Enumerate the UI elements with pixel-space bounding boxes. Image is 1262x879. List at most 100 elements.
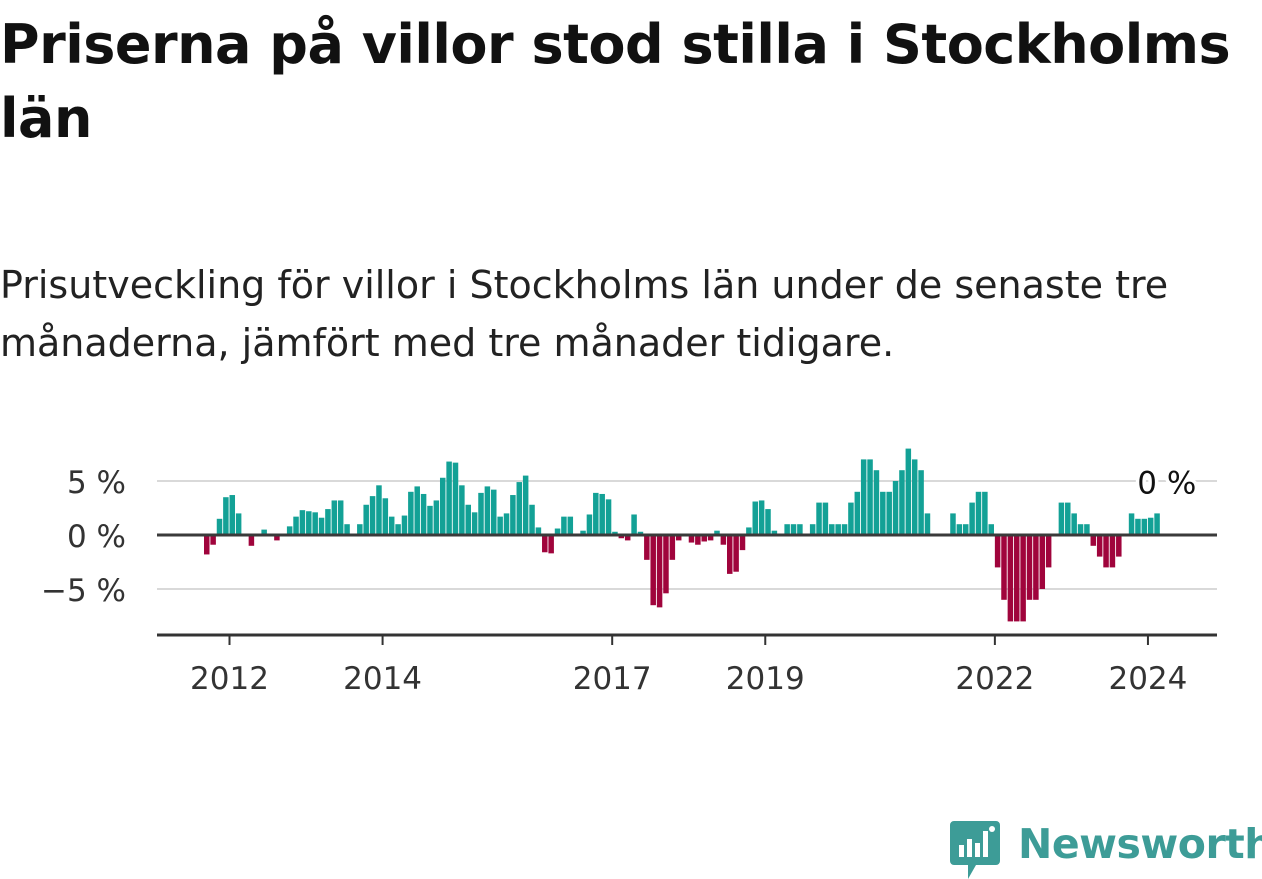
bar-positive [956, 524, 963, 535]
bar-positive [1147, 517, 1154, 535]
bar-positive [408, 491, 414, 535]
bar-positive [860, 459, 867, 535]
x-tick-label: 2017 [573, 661, 652, 697]
bar-positive [867, 459, 873, 535]
bar-positive [535, 527, 542, 535]
bar-positive [491, 489, 497, 535]
bar-positive [975, 491, 982, 535]
bar-negative [695, 535, 701, 545]
bar-negative [994, 535, 1001, 568]
bar-positive [331, 500, 338, 535]
bar-negative [1007, 535, 1014, 622]
bar-positive [388, 516, 395, 535]
bar-positive [516, 482, 523, 535]
bar-negative [248, 535, 255, 546]
bar-positive [529, 504, 535, 535]
bar-positive [293, 516, 299, 535]
x-tick-label: 2022 [955, 661, 1034, 697]
bar-positive [752, 501, 759, 535]
bar-positive [1141, 518, 1148, 535]
bar-negative [274, 535, 280, 541]
bar-positive [905, 448, 912, 535]
bar-positive [229, 495, 236, 535]
bar-positive [631, 514, 637, 535]
bar-negative [656, 535, 663, 608]
bar-positive [880, 491, 886, 535]
bar-positive [816, 502, 822, 535]
bar-positive [325, 509, 331, 535]
bar-positive [235, 513, 242, 535]
bar-chart: 5 % 0 % −5 % 2012 2014 2017 2019 2022 2024 0 % [41, 448, 1217, 697]
bar-positive [714, 530, 720, 535]
bar-positive [771, 530, 778, 535]
bar-negative [675, 535, 682, 541]
bar-negative [542, 535, 548, 553]
bar-positive [605, 499, 612, 535]
bar-positive [503, 513, 510, 535]
bar-positive [1065, 502, 1071, 535]
bar-negative [204, 535, 210, 555]
bar-positive [1135, 518, 1141, 535]
bar-positive [873, 470, 880, 535]
bar-positive [427, 505, 433, 535]
bar-positive [561, 516, 567, 535]
bar-negative [650, 535, 656, 606]
bar-positive [306, 511, 312, 535]
bar-positive [586, 514, 593, 535]
bar-positive [758, 500, 765, 535]
bars [204, 448, 1160, 622]
bar-negative [1090, 535, 1097, 546]
bar-positive [363, 504, 369, 535]
bar-negative [663, 535, 669, 594]
bar-positive [459, 485, 465, 535]
bar-positive [982, 491, 988, 535]
bar-positive [765, 509, 771, 535]
y-tick-label: −5 % [41, 573, 126, 609]
bar-positive [554, 528, 561, 535]
bar-positive [344, 524, 350, 535]
bar-positive [318, 517, 325, 535]
bar-positive [471, 512, 478, 535]
bar-negative [739, 535, 746, 551]
bar-negative [1109, 535, 1116, 568]
bar-positive [1084, 524, 1090, 535]
bar-positive [261, 529, 267, 535]
bar-negative [727, 535, 733, 574]
bar-positive [369, 496, 376, 535]
bar-positive [484, 486, 491, 535]
bar-positive [299, 510, 306, 535]
bar-positive [835, 524, 841, 535]
bar-positive [790, 524, 797, 535]
bar-positive [593, 492, 599, 535]
bar-positive [337, 500, 344, 535]
bar-negative [1039, 535, 1046, 589]
x-tick-label: 2014 [343, 661, 422, 697]
bar-positive [599, 493, 605, 535]
bar-positive [567, 516, 574, 535]
bar-positive [580, 530, 586, 535]
end-value-label: 0 % [1137, 465, 1196, 501]
bar-positive [988, 524, 994, 535]
chart-title: Priserna på villor stod stilla i Stockho… [0, 13, 1231, 150]
bar-positive [446, 461, 452, 535]
bar-negative [1045, 535, 1052, 568]
bar-positive [286, 526, 293, 535]
bar-positive [637, 531, 644, 535]
bar-positive [452, 462, 459, 535]
axes [157, 533, 1217, 645]
bar-positive [784, 524, 790, 535]
bar-positive [1071, 513, 1077, 535]
bar-positive [962, 524, 969, 535]
bar-positive [848, 502, 854, 535]
x-tick-label: 2012 [190, 661, 269, 697]
bar-negative [733, 535, 739, 572]
bar-positive [223, 497, 229, 535]
bar-negative [688, 535, 695, 543]
bar-negative [1096, 535, 1103, 557]
bar-negative [720, 535, 727, 545]
bar-positive [478, 492, 484, 535]
y-tick-label: 0 % [67, 519, 126, 555]
bar-negative [1026, 535, 1033, 600]
bar-positive [497, 516, 503, 535]
bar-positive [854, 491, 861, 535]
